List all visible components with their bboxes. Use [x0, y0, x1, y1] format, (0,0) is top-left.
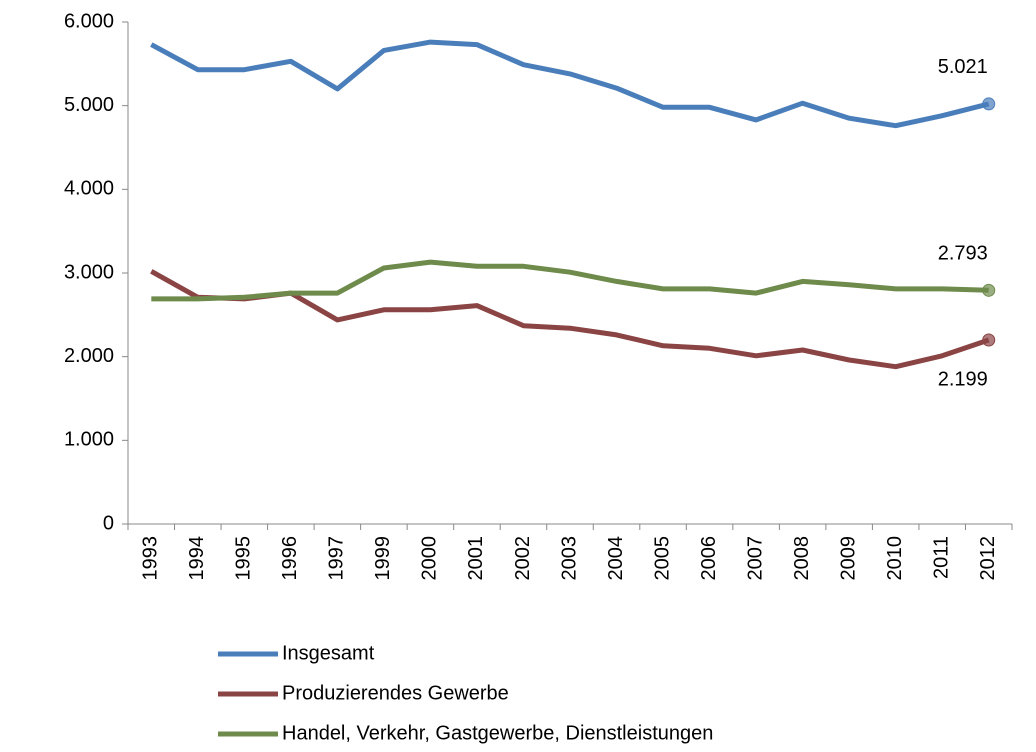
x-tick-label: 2008: [791, 536, 813, 581]
y-tick-label: 4.000: [64, 178, 114, 200]
x-tick-label: 2001: [465, 536, 487, 581]
x-tick-label: 1995: [233, 536, 255, 581]
y-tick-label: 2.000: [64, 345, 114, 367]
x-tick-label: 1999: [372, 536, 394, 581]
y-tick-label: 0: [103, 512, 114, 534]
x-tick-label: 2000: [419, 536, 441, 581]
end-marker: [982, 333, 996, 347]
x-tick-label: 2007: [744, 536, 766, 581]
legend-label: Insgesamt: [282, 642, 375, 664]
series-line: [150, 39, 990, 129]
data-label: 5.021: [938, 56, 988, 78]
data-label: 2.793: [938, 243, 988, 265]
x-tick-label: 1994: [186, 536, 208, 581]
y-tick-label: 6.000: [64, 10, 114, 32]
legend-label: Produzierendes Gewerbe: [282, 682, 509, 704]
x-tick-label: 2004: [605, 536, 627, 581]
x-tick-label: 1996: [279, 536, 301, 581]
y-tick-label: 5.000: [64, 94, 114, 116]
x-tick-label: 2011: [930, 536, 952, 579]
end-marker: [982, 97, 996, 111]
x-tick-label: 1993: [140, 536, 162, 581]
x-tick-label: 2012: [977, 536, 999, 581]
x-tick-label: 2003: [558, 536, 580, 581]
data-label: 2.199: [938, 368, 988, 390]
series-line: [151, 259, 989, 302]
x-tick-label: 2002: [512, 536, 534, 581]
x-tick-label: 2005: [651, 536, 673, 581]
x-tick-label: 2010: [884, 536, 906, 581]
x-tick-label: 2006: [698, 536, 720, 581]
x-tick-label: 1997: [326, 536, 348, 581]
end-marker: [982, 283, 996, 297]
y-tick-label: 3.000: [64, 261, 114, 283]
y-tick-label: 1.000: [64, 429, 114, 451]
x-tick-label: 2009: [837, 536, 859, 581]
legend-label: Handel, Verkehr, Gastgewerbe, Dienstleis…: [282, 722, 713, 744]
